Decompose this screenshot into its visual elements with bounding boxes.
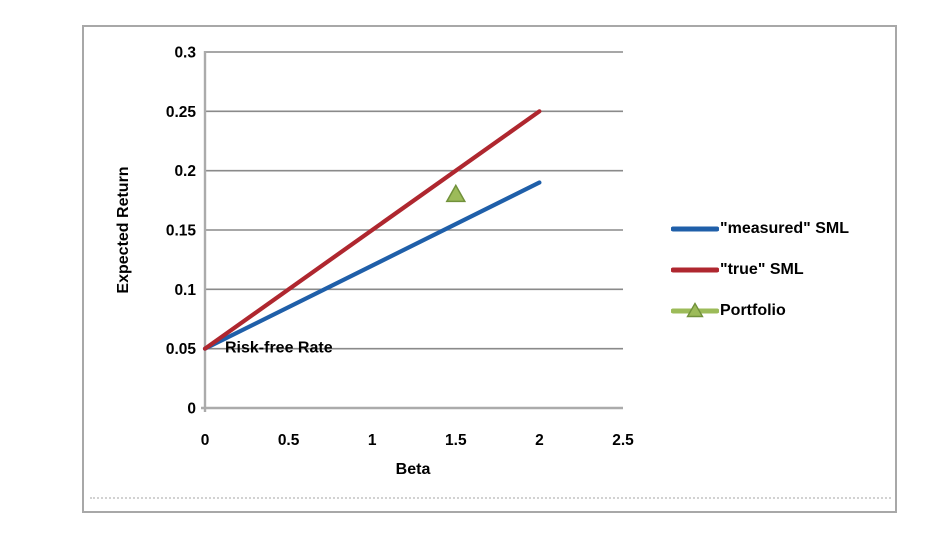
y-axis-title: Expected Return <box>115 166 132 294</box>
portfolio-triangle-icon <box>671 302 719 318</box>
x-tick-label: 0 <box>201 432 210 449</box>
x-tick-label: 0.5 <box>278 432 300 449</box>
y-tick-label: 0.05 <box>166 341 197 358</box>
x-tick-label: 1.5 <box>445 432 467 449</box>
legend-item-true-sml: "true" SML <box>671 256 849 284</box>
legend-item-portfolio: Portfolio <box>671 297 849 325</box>
x-tick-label: 2 <box>535 432 544 449</box>
true-sml-line-icon <box>671 267 719 273</box>
y-tick-label: 0.2 <box>174 163 196 180</box>
y-tick-label: 0.25 <box>166 104 197 121</box>
risk-free-rate-annotation: Risk-free Rate <box>225 339 333 357</box>
y-tick-label: 0.1 <box>174 282 196 299</box>
legend: "measured" SML "true" SML Portfolio <box>671 215 849 325</box>
y-tick-label: 0.3 <box>174 45 196 62</box>
measured-sml-line-icon <box>671 226 719 232</box>
series-line--measured-sml <box>202 180 542 351</box>
x-axis-title: Beta <box>395 461 431 478</box>
portfolio-marker <box>445 183 467 203</box>
chart-frame <box>82 25 897 513</box>
legend-item-measured-sml: "measured" SML <box>671 215 849 243</box>
legend-label-portfolio: Portfolio <box>720 302 786 319</box>
series-line--true-sml <box>202 109 542 351</box>
y-tick-label: 0 <box>187 401 196 418</box>
x-tick-label: 2.5 <box>612 432 634 449</box>
legend-label-measured-sml: "measured" SML <box>720 220 849 237</box>
legend-label-true-sml: "true" SML <box>720 261 804 278</box>
dotted-artifact-line <box>90 497 891 499</box>
y-tick-label: 0.15 <box>166 223 197 240</box>
x-tick-label: 1 <box>368 432 377 449</box>
